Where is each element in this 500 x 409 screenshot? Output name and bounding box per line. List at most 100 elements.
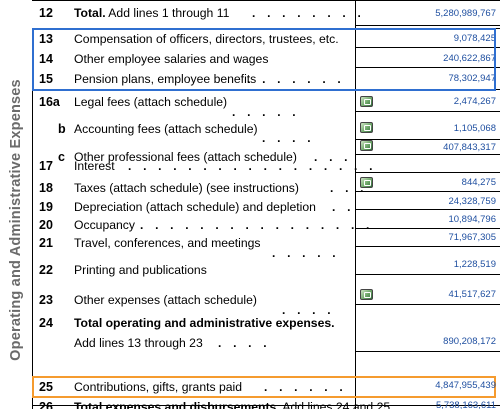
line-24: 24 Total operating and administrative ex…: [32, 316, 500, 332]
amount-underline: [355, 139, 500, 140]
line-12: 12 Total. Add lines 1 through 11 . . . .…: [32, 6, 500, 26]
line-20: 20 Occupancy . . . . . . . . . . . . . .…: [32, 214, 500, 234]
amount-underline: [355, 209, 500, 210]
leader-dots: . . . .: [262, 131, 315, 145]
line-19: 19 Depreciation (attach schedule) and de…: [32, 196, 500, 216]
line-amount[interactable]: 1,105,068: [453, 123, 496, 134]
line-description: Travel, conferences, and meetings: [74, 236, 261, 250]
schedule-attachment-icon[interactable]: [360, 289, 373, 300]
line-amount[interactable]: 5,280,989,767: [435, 8, 496, 19]
line-16c: c Other professional fees (attach schedu…: [32, 142, 500, 168]
line-description: Pension plans, employee benefits: [74, 72, 257, 86]
leader-dots: . . .: [314, 150, 352, 164]
line-description: Occupancy: [74, 218, 135, 232]
line-number: 16a: [39, 95, 60, 109]
amount-underline: [355, 111, 500, 112]
line-number: 13: [39, 32, 53, 46]
amount-underline: [355, 274, 500, 275]
line-number: 18: [39, 181, 53, 195]
line-number: 24: [39, 316, 53, 330]
leader-dots: . .: [332, 200, 355, 214]
amount-underline: [355, 67, 500, 68]
leader-dots: . . . .: [218, 336, 271, 350]
line-21: 21 Travel, conferences, and meetings 71,…: [32, 232, 500, 252]
line-15: 15 Pension plans, employee benefits . . …: [32, 72, 500, 88]
schedule-attachment-icon[interactable]: [360, 177, 373, 188]
line-description: Accounting fees (attach schedule): [74, 122, 258, 136]
amount-underline: [355, 228, 500, 229]
schedule-attachment-icon[interactable]: [360, 96, 373, 107]
line-amount[interactable]: 5,738,163,611: [435, 400, 496, 409]
amount-underline: [355, 304, 500, 305]
schedule-attachment-icon[interactable]: [360, 122, 373, 133]
section-label-text: Operating and Administrative Expenses: [8, 78, 25, 361]
line-amount[interactable]: 4,847,955,439: [435, 380, 496, 391]
line-16b: b Accounting fees (attach schedule) 1,10…: [32, 122, 500, 140]
bottom-border: [32, 405, 500, 406]
section-label: Operating and Administrative Expenses: [0, 30, 32, 409]
line-description: Total. Add lines 1 through 11: [74, 6, 230, 20]
leader-dots: . . . . . . .: [247, 72, 345, 86]
line-25: 25 Contributions, gifts, grants paid . .…: [32, 380, 500, 396]
line-description: Interest: [74, 159, 115, 173]
line-amount[interactable]: 10,894,796: [448, 214, 496, 225]
line-number: 12: [39, 6, 53, 20]
line-amount[interactable]: 407,843,317: [443, 142, 496, 153]
line-amount[interactable]: 844,275: [461, 177, 496, 188]
line-17: 17 Interest . . . . . . . . . . . . . . …: [32, 159, 500, 175]
leader-dots: . . . . . .: [264, 380, 347, 394]
line-description: Taxes (attach schedule) (see instruction…: [74, 181, 299, 195]
line-description: Total expenses and disbursements. Add li…: [74, 400, 391, 409]
leader-dots: . . . . .: [272, 246, 340, 260]
leader-dots: . . . . . . . . . . . . . . . .: [140, 218, 374, 232]
leader-dots: . . . . . . . .: [252, 6, 366, 20]
highlight-box-blue: [32, 28, 496, 91]
line-description: Total operating and administrative expen…: [74, 316, 335, 330]
line-22: 22 Printing and publications 1,228,519: [32, 259, 500, 279]
top-border: [32, 0, 500, 1]
line-number: 23: [39, 293, 53, 307]
line-number: 19: [39, 200, 53, 214]
line-amount[interactable]: 78,302,947: [448, 73, 496, 84]
line-description: Contributions, gifts, grants paid: [74, 380, 243, 394]
schedule-attachment-icon[interactable]: [360, 140, 373, 151]
line-number: 20: [39, 218, 53, 232]
line-23: 23 Other expenses (attach schedule) 41,5…: [32, 289, 500, 309]
line-number: 15: [39, 72, 53, 86]
amount-underline: [355, 154, 500, 155]
leader-dots: . . . . . . . . . . . . . . . . .: [128, 159, 377, 173]
amount-underline: [355, 172, 500, 173]
highlight-box-orange: [32, 376, 496, 398]
line-amount[interactable]: 41,517,627: [448, 289, 496, 300]
line-description: Other employee salaries and wages: [74, 52, 269, 66]
leader-dots: . . . . .: [232, 105, 300, 119]
line-number: 17: [39, 159, 53, 173]
left-rule: [32, 28, 33, 409]
amount-underline: [355, 47, 500, 48]
line-24-continued: Add lines 13 through 23 . . . . 890,208,…: [32, 336, 500, 352]
line-amount[interactable]: 2,474,267: [453, 96, 496, 107]
amount-underline: [355, 25, 500, 26]
line-number: b: [58, 122, 66, 136]
line-description: Other expenses (attach schedule): [74, 293, 257, 307]
amount-underline: [355, 351, 500, 352]
line-description: Legal fees (attach schedule): [74, 95, 228, 109]
line-description: Other professional fees (attach schedule…: [74, 150, 297, 164]
line-number: 14: [39, 52, 53, 66]
line-amount[interactable]: 240,622,867: [443, 53, 496, 64]
line-number: c: [58, 150, 65, 164]
line-number: 22: [39, 263, 53, 277]
line-14: 14 Other employee salaries and wages 240…: [32, 52, 500, 68]
line-amount[interactable]: 1,228,519: [453, 259, 496, 270]
line-amount[interactable]: 9,078,425: [453, 33, 496, 44]
line-number: 25: [39, 380, 53, 394]
line-number: 21: [39, 236, 53, 250]
amount-column-rule: [355, 0, 356, 409]
line-amount[interactable]: 890,208,172: [443, 336, 496, 347]
line-description-continued: Add lines 13 through 23: [74, 336, 203, 350]
line-16a: 16a Legal fees (attach schedule) 2,474,2…: [32, 95, 500, 113]
line-13: 13 Compensation of officers, directors, …: [32, 32, 500, 48]
line-amount[interactable]: 24,328,759: [448, 196, 496, 207]
line-amount[interactable]: 71,967,305: [448, 232, 496, 243]
